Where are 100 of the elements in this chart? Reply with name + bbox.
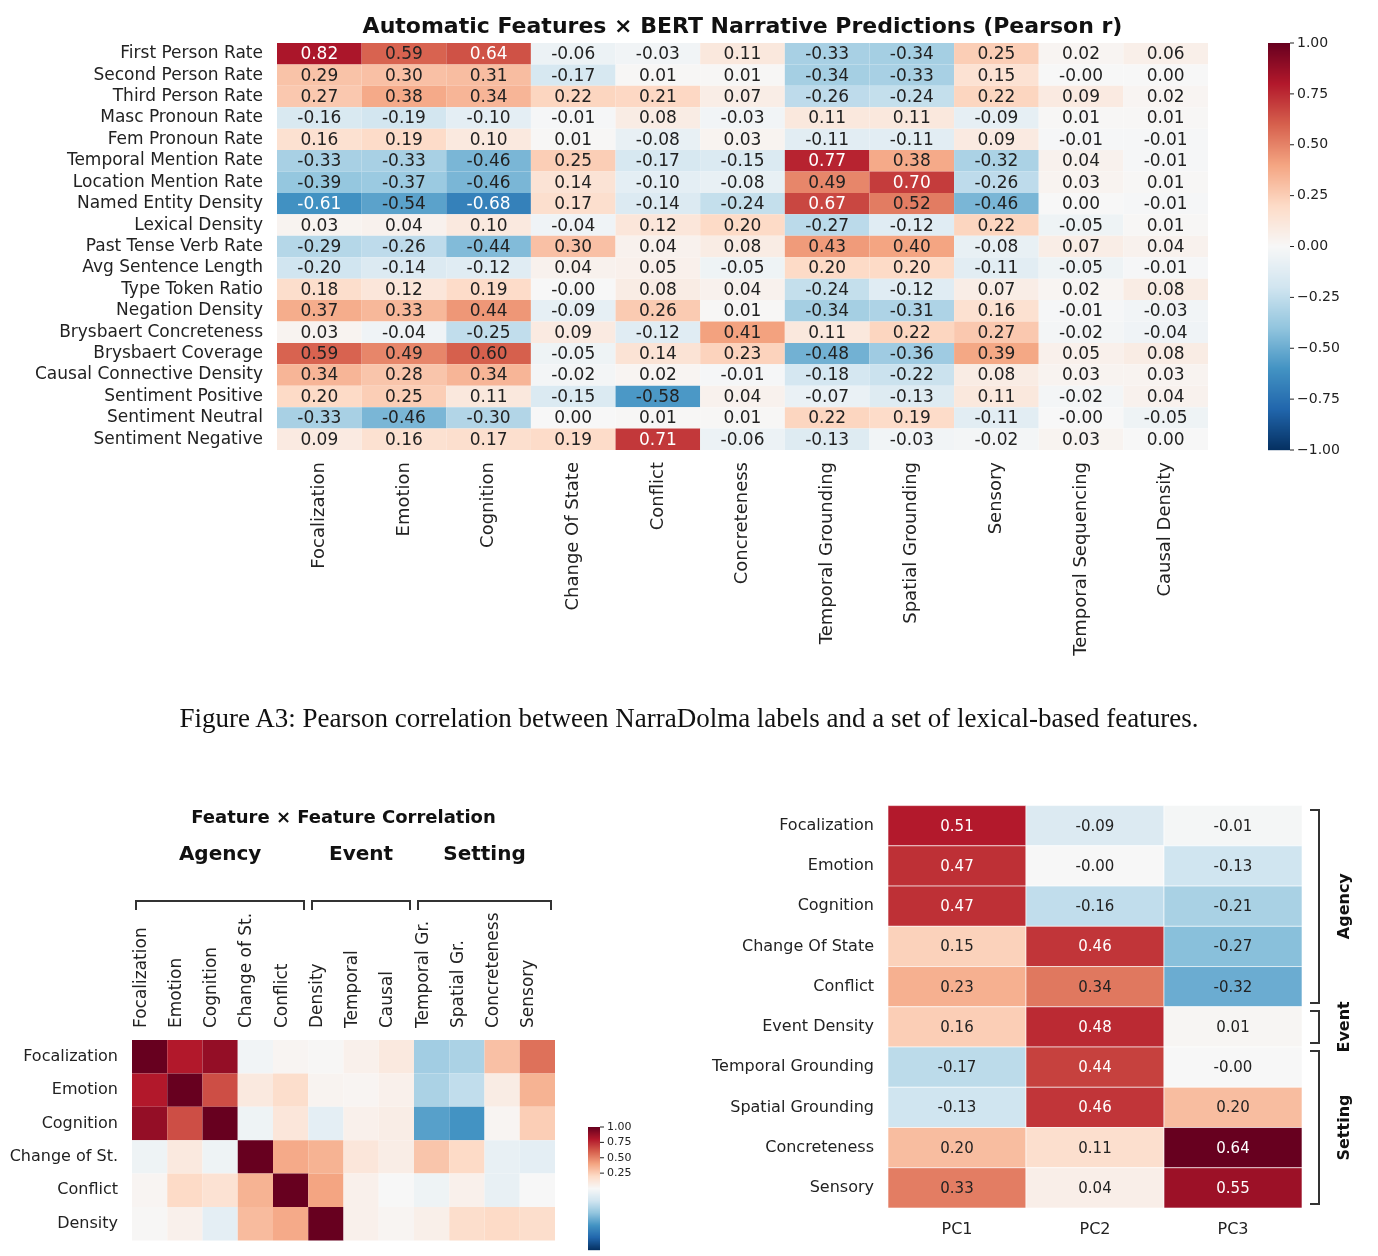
data-label: -0.01: [1059, 128, 1104, 149]
data-label: 0.02: [638, 364, 677, 385]
y-tick-label: Brysbaert Concreteness: [59, 320, 264, 341]
data-label: 0.11: [892, 107, 931, 128]
data-label: -0.11: [805, 128, 850, 149]
data-label: -0.07: [805, 385, 850, 406]
y-tick-label: Conflict: [57, 1179, 118, 1199]
y-tick-label: Event Density: [762, 1016, 874, 1036]
data-label: -0.05: [551, 343, 596, 364]
data-label: 0.38: [892, 150, 931, 171]
chart-title: Feature × Feature Correlation: [191, 805, 496, 827]
y-tick-label: Sentiment Neutral: [106, 406, 263, 427]
data-label: -0.02: [551, 364, 596, 385]
y-tick-label: Cognition: [41, 1112, 118, 1132]
data-label: 0.46: [1078, 1098, 1112, 1117]
data-label: 0.22: [554, 85, 593, 106]
data-label: 0.60: [469, 343, 508, 364]
y-tick-label: Cognition: [797, 895, 874, 915]
text: Event: [1334, 1000, 1354, 1053]
color-bar-label: 0.75: [607, 1135, 632, 1149]
color-bar-label: 0.50: [607, 1150, 632, 1164]
data-label: -0.00: [1059, 64, 1104, 85]
data-label: 0.49: [385, 343, 423, 364]
data-label: 0.20: [940, 1138, 974, 1157]
x-tick-label: Concreteness: [482, 912, 503, 1028]
data-label: 0.40: [892, 235, 931, 256]
data-label: 0.25: [977, 43, 1016, 64]
data-label: -0.13: [889, 385, 934, 406]
data-label: -0.13: [1213, 856, 1253, 875]
data-label: 0.03: [1062, 364, 1100, 385]
data-label: 0.02: [1062, 43, 1100, 64]
data-label: 0.00: [554, 407, 593, 428]
data-label: 0.05: [638, 257, 677, 278]
data-label: 0.22: [892, 321, 931, 342]
data-label: 0.39: [977, 343, 1016, 364]
data-label: 0.64: [1216, 1138, 1250, 1157]
data-label: 0.34: [1078, 977, 1112, 996]
data-label: -0.20: [297, 257, 342, 278]
data-label: 0.11: [469, 385, 508, 406]
data-label: 0.01: [1062, 107, 1100, 128]
y-tick-label: Focalization: [779, 814, 874, 834]
data-label: -0.12: [466, 257, 511, 278]
data-label: 0.01: [638, 64, 677, 85]
data-label: -0.26: [974, 171, 1019, 192]
data-label: 0.26: [638, 300, 677, 321]
data-label: 0.00: [1146, 428, 1185, 449]
x-tick-label: Spatial Gr.: [446, 940, 467, 1028]
data-label: -0.09: [1075, 816, 1115, 835]
data-label: -0.11: [974, 407, 1019, 428]
data-label: 0.47: [940, 856, 974, 875]
data-label: -0.01: [1143, 150, 1188, 171]
data-label: -0.15: [551, 385, 596, 406]
y-tick-label: Fem Pronoun Rate: [107, 127, 263, 148]
color-bar-label: −0.75: [1297, 389, 1340, 406]
data-label: -0.16: [1075, 897, 1115, 916]
data-label: 0.01: [1146, 107, 1185, 128]
data-label: 0.12: [385, 278, 423, 299]
data-label: -0.34: [889, 43, 934, 64]
y-tick-label: First Person Rate: [120, 42, 263, 63]
data-label: 0.34: [300, 364, 339, 385]
data-label: -0.03: [889, 428, 934, 449]
data-label: 0.01: [1146, 214, 1185, 235]
y-tick-label: Second Person Rate: [93, 63, 263, 84]
data-label: 0.19: [892, 407, 931, 428]
data-label: 0.17: [469, 428, 508, 449]
data-label: 0.11: [977, 385, 1016, 406]
data-label: -0.24: [805, 278, 850, 299]
y-tick-label: Concreteness: [765, 1136, 874, 1156]
data-label: 0.08: [1146, 343, 1185, 364]
x-tick-label: Temporal: [341, 950, 362, 1029]
data-label: 0.15: [977, 64, 1016, 85]
data-label: 0.28: [385, 364, 423, 385]
data-label: -0.26: [381, 235, 426, 256]
data-label: 0.04: [638, 235, 677, 256]
data-label: -0.27: [805, 214, 850, 235]
x-tick-label: Emotion: [391, 462, 413, 537]
data-label: -0.16: [297, 107, 342, 128]
data-label: -0.46: [974, 193, 1019, 214]
y-tick-label: Sensory: [809, 1177, 874, 1197]
text: Event: [329, 841, 394, 866]
data-label: 0.04: [1062, 150, 1100, 171]
y-tick-label: Brysbaert Coverage: [93, 342, 263, 363]
data-label: 0.47: [940, 897, 974, 916]
data-label: 0.11: [808, 321, 847, 342]
color-bar-label: 0.50: [1297, 135, 1329, 152]
data-label: -0.02: [1059, 321, 1104, 342]
text: Setting: [443, 841, 526, 866]
color-bar-label: −1.00: [1297, 440, 1340, 457]
data-label: 0.41: [723, 321, 762, 342]
data-label: -0.48: [805, 343, 850, 364]
data-label: 0.11: [1078, 1138, 1112, 1157]
data-label: 0.20: [892, 257, 931, 278]
data-label: -0.15: [720, 150, 765, 171]
data-label: 0.30: [385, 64, 423, 85]
data-label: 0.01: [554, 128, 593, 149]
data-label: 0.10: [469, 214, 508, 235]
x-tick-label: Temporal Gr.: [411, 920, 432, 1029]
data-label: 0.64: [469, 43, 508, 64]
data-label: -0.08: [720, 171, 765, 192]
data-label: -0.08: [635, 128, 680, 149]
